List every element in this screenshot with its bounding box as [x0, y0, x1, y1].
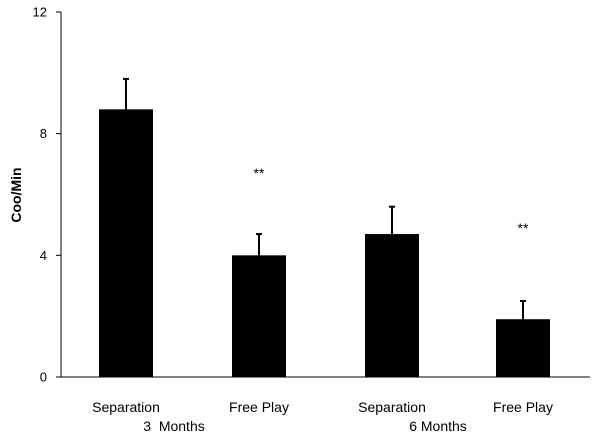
significance-annotations: ** **	[254, 165, 529, 236]
y-tick-label: 0	[40, 370, 47, 385]
bar	[232, 255, 286, 377]
x-tick-label: Free Play	[493, 399, 553, 415]
significance-label: **	[254, 165, 265, 181]
y-tick-label: 8	[40, 126, 47, 141]
y-axis: 0 4 8 12	[33, 5, 62, 385]
bar	[496, 319, 550, 377]
bar	[365, 234, 419, 377]
y-axis-label: Coo/Min	[8, 167, 24, 222]
x-tick-label: Free Play	[229, 399, 289, 415]
bar	[99, 109, 153, 377]
group-label: 3 Months	[143, 418, 204, 434]
x-tick-label: Separation	[358, 399, 426, 415]
group-label: 6 Months	[409, 418, 467, 434]
bars	[99, 109, 550, 377]
y-tick-label: 12	[33, 5, 47, 20]
significance-label: **	[518, 220, 529, 236]
error-bars	[123, 77, 526, 320]
x-axis: Separation Free Play Separation Free Play 3 …	[61, 376, 590, 434]
y-tick-label: 4	[40, 248, 47, 263]
x-tick-label: Separation	[92, 399, 160, 415]
